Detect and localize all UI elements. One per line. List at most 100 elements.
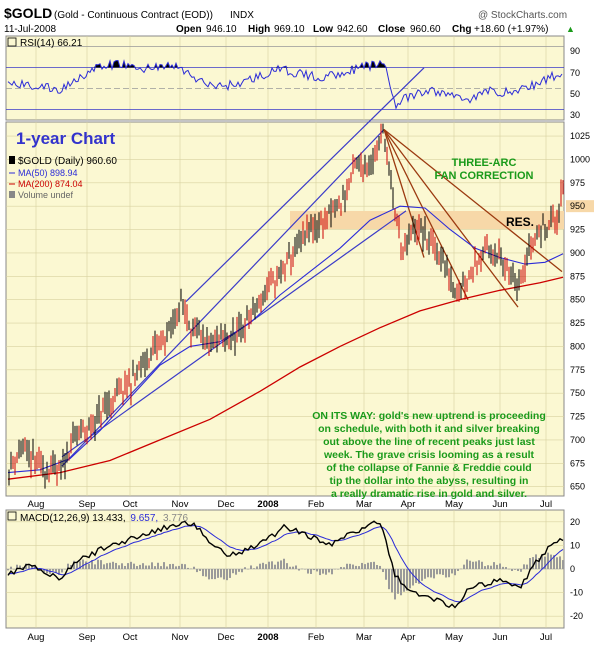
- macd-histogram-bar: [541, 554, 543, 569]
- x-tick-label: Mar: [356, 499, 372, 510]
- annotation-line: a really dramatic rise in gold and silve…: [331, 488, 527, 500]
- macd-histogram-bar: [385, 569, 387, 580]
- macd-legend-swatch: [7, 511, 17, 521]
- rsi-legend-swatch: [7, 37, 17, 47]
- low-label: Low: [313, 24, 333, 35]
- macd-histogram-bar: [10, 566, 12, 569]
- macd-histogram-bar: [238, 569, 240, 572]
- price-panel: [5, 121, 565, 497]
- macd-histogram-bar: [190, 568, 192, 570]
- macd-histogram-bar: [397, 569, 399, 594]
- macd-histogram-bar: [343, 567, 345, 569]
- fan-label-line1: THREE-ARC: [452, 157, 517, 169]
- macd-histogram-bar: [442, 569, 444, 575]
- rsi-tick: 30: [570, 110, 580, 120]
- macd-histogram-bar: [310, 569, 312, 574]
- macd-histogram-bar: [169, 564, 171, 569]
- macd-histogram-bar: [298, 569, 300, 571]
- x-tick-label: Dec: [218, 632, 235, 643]
- macd-tick-label: -10: [570, 588, 583, 598]
- macd-histogram-bar: [94, 564, 96, 569]
- macd-histogram-bar: [274, 564, 276, 569]
- macd-histogram-bar: [562, 560, 564, 569]
- macd-histogram-bar: [193, 566, 195, 569]
- macd-histogram-bar: [61, 569, 63, 573]
- price-grid: [6, 122, 564, 496]
- macd-histogram-bar: [76, 561, 78, 569]
- macd-histogram-bar: [181, 563, 183, 569]
- x-tick-label: Apr: [401, 499, 416, 510]
- price-tick-label: 925: [570, 225, 585, 235]
- macd-histogram-bar: [295, 565, 297, 569]
- watermark: @ StockCharts.com: [478, 10, 567, 21]
- macd-histogram-bar: [493, 562, 495, 569]
- macd-histogram-bar: [559, 556, 561, 569]
- macd-tick-label: -20: [570, 611, 583, 621]
- macd-histogram-bar: [7, 569, 9, 571]
- macd-histogram-bar: [523, 564, 525, 569]
- macd-axis: 20 10 0 -10 -20: [570, 517, 583, 621]
- price-tick-label: 775: [570, 365, 585, 375]
- macd-histogram-bar: [64, 568, 66, 570]
- macd-histogram-bar: [67, 563, 69, 569]
- macd-histogram-bar: [100, 560, 102, 569]
- price-tick-label: 1025: [570, 131, 590, 141]
- macd-histogram-bar: [508, 568, 510, 570]
- price-tick-label: 800: [570, 341, 585, 351]
- macd-histogram-bar: [172, 563, 174, 569]
- macd-histogram-bar: [382, 569, 384, 573]
- macd-histogram-bar: [226, 569, 228, 581]
- macd-histogram-bar: [208, 569, 210, 580]
- macd-histogram-bar: [22, 567, 24, 569]
- low-value: 942.60: [337, 24, 368, 35]
- macd-histogram-bar: [307, 569, 309, 574]
- macd-histogram-bar: [379, 565, 381, 569]
- macd-histogram-bar: [328, 569, 330, 573]
- macd-histogram-bar: [271, 561, 273, 569]
- x-tick-label: Oct: [123, 632, 138, 643]
- macd-label: MACD(12,26,9) 13.433, 9.657, 3.776: [20, 513, 188, 524]
- price-tick-label: 675: [570, 458, 585, 468]
- macd-histogram-bar: [514, 569, 516, 570]
- macd-signal-value: 9.657,: [130, 513, 158, 524]
- annotation-line: week. The grave crisis looming as a resu…: [323, 449, 535, 461]
- annotation-line: tip the dollar into the abyss, resulting…: [330, 475, 529, 487]
- macd-histogram-bar: [547, 552, 549, 569]
- macd-histogram-bar: [166, 566, 168, 569]
- macd-histogram-bar: [478, 560, 480, 569]
- macd-histogram-bar: [202, 569, 204, 577]
- macd-tick-label: 0: [570, 564, 575, 574]
- macd-histogram-bar: [256, 566, 258, 569]
- fan-label-line2: FAN CORRECTION: [435, 170, 534, 182]
- macd-histogram-bar: [283, 558, 285, 569]
- macd-histogram-bar: [112, 561, 114, 569]
- macd-histogram-bar: [28, 564, 30, 569]
- macd-histogram-bar: [268, 561, 270, 569]
- rsi-axis: 90 70 50 30: [570, 46, 580, 120]
- macd-histogram-bar: [109, 562, 111, 569]
- high-label: High: [248, 24, 270, 35]
- macd-histogram-bar: [313, 569, 315, 571]
- macd-histogram-bar: [556, 557, 558, 569]
- high-value: 969.10: [274, 24, 305, 35]
- annotation-line: on schedule, with both it and silver bre…: [318, 423, 540, 435]
- macd-histogram-bar: [16, 564, 18, 569]
- macd-histogram-bar: [115, 562, 117, 569]
- macd-histogram-bar: [409, 569, 411, 589]
- resistance-label: RES.: [506, 215, 534, 229]
- x-tick-label: 2008: [257, 499, 278, 510]
- macd-histogram-bar: [364, 564, 366, 569]
- macd-histogram-bar: [412, 569, 414, 586]
- macd-histogram-bar: [277, 561, 279, 569]
- macd-histogram-bar: [175, 566, 177, 569]
- chg-value: +18.60 (+1.97%): [474, 24, 549, 35]
- macd-histogram-bar: [25, 563, 27, 569]
- legend-gold: $GOLD (Daily) 960.60: [18, 156, 117, 167]
- macd-histogram-bar: [511, 569, 513, 572]
- annotation-line: out above the line of recent peaks just …: [323, 436, 535, 448]
- fan-line: [383, 129, 469, 300]
- macd-histogram-bar: [457, 569, 459, 571]
- macd-histogram-bar: [118, 565, 120, 569]
- macd-histogram-bar: [394, 569, 396, 600]
